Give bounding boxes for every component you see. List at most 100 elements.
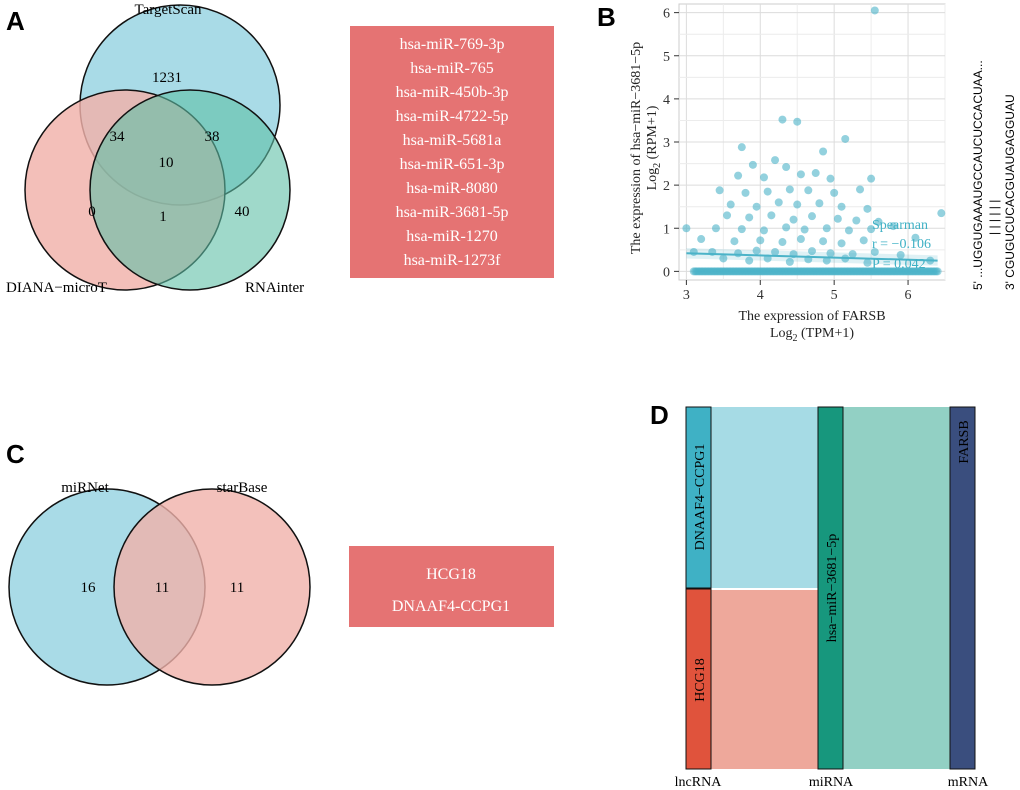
panel-a-letter: A: [6, 6, 25, 36]
scatter-point: [800, 225, 809, 234]
venn-c-count-both: 11: [155, 580, 169, 596]
venn-a-count-rnainter-only: 40: [235, 204, 250, 220]
scatter-point: [756, 236, 765, 245]
panel-d-letter: D: [650, 400, 669, 430]
scatter-point: [774, 198, 783, 207]
scatter-axes: 3 4 5 6 0 1 2 3 4 5 6: [663, 7, 912, 303]
scatter-trend: [686, 248, 938, 266]
scatter-point: [711, 224, 720, 233]
venn-c-circle-starbase: [113, 488, 311, 686]
scatter-y-tick-label: 5: [663, 50, 670, 65]
mirna-list-item: hsa-miR-1270: [406, 228, 498, 245]
scatter-point: [896, 250, 905, 259]
venn-a-circle-rnainter: [89, 89, 291, 291]
scatter-y-tick-label: 1: [663, 222, 670, 237]
scatter-point: [737, 143, 746, 152]
scatter-point: [789, 215, 798, 224]
scatter-point: [778, 238, 787, 247]
venn-c-label-mirnet: miRNet: [61, 480, 109, 496]
scatter-point: [822, 224, 831, 233]
sankey-label-mirna: hsa−miR−3681−5p: [825, 534, 840, 642]
venn-a-count-targetscan-rnainter: 38: [205, 129, 220, 145]
venn-c-count-starbase-only: 11: [230, 580, 244, 596]
scatter-stat-p: P = 0.042: [872, 257, 926, 272]
sankey-label-farsb: FARSB: [957, 420, 972, 463]
sankey-flow-hcg18-to-mirna: [711, 590, 818, 769]
venn-a-label-targetscan: TargetScan: [135, 2, 202, 18]
scatter-point: [863, 204, 872, 213]
scatter-y-tick-label: 0: [663, 265, 670, 280]
scatter-point: [793, 117, 802, 126]
venn-a-label-diana: DIANA−microT: [6, 280, 107, 296]
panel-b-letter: B: [597, 2, 616, 32]
scatter-x-tick-label: 4: [757, 288, 764, 303]
scatter-point: [937, 209, 946, 218]
panel-b: B 3 4 5 6 0 1 2 3 4 5 6 Spearman r = −0.106 P = 0.…: [597, 2, 946, 344]
scatter-y-tick-label: 2: [663, 179, 670, 194]
lncrna-list-box: HCG18 DNAAF4-CCPG1: [349, 546, 554, 627]
scatter-point: [844, 226, 853, 235]
scatter-point: [748, 160, 757, 169]
mirna-list-item: hsa-miR-5681a: [403, 132, 502, 149]
sequence-top-strand: 5' ...UGGUGAAAUGCCAUCUCCACUAA...: [971, 60, 985, 290]
scatter-ylabel-log: Log: [645, 168, 660, 191]
scatter-point: [867, 174, 876, 183]
scatter-ylabel-rest: (RPM+1): [645, 105, 660, 163]
scatter-point: [763, 187, 772, 196]
sankey-column-mrna: mRNA: [948, 775, 989, 790]
venn-a-count-all-three: 10: [159, 155, 174, 171]
scatter-point: [737, 225, 746, 234]
lncrna-list-background: [349, 546, 554, 627]
scatter-point: [730, 237, 739, 246]
lncrna-list-item: HCG18: [426, 566, 476, 583]
scatter-point: [752, 202, 761, 211]
scatter-ylabel-line2: Log2 (RPM+1): [645, 105, 663, 190]
scatter-point: [826, 174, 835, 183]
sankey-column-mirna: miRNA: [809, 775, 854, 790]
scatter-point: [819, 237, 828, 246]
scatter-point: [815, 199, 824, 208]
scatter-point: [759, 173, 768, 182]
scatter-point: [826, 249, 835, 258]
scatter-point: [874, 217, 883, 226]
scatter-point: [804, 186, 813, 195]
sequence-bottom-strand: 3' CGUGUCUCACGUAUGAGGUAU: [1003, 94, 1017, 290]
scatter-point: [723, 211, 732, 220]
scatter-x-tick-label: 5: [831, 288, 838, 303]
scatter-point: [771, 247, 780, 256]
scatter-point: [870, 6, 879, 15]
scatter-point: [734, 171, 743, 180]
scatter-point: [830, 188, 839, 197]
scatter-point: [719, 254, 728, 263]
binding-sequence: 5' ...UGGUGAAAUGCCAUCUCCACUAA... | | | |…: [971, 60, 1017, 290]
scatter-point: [785, 185, 794, 194]
scatter-point: [848, 250, 857, 259]
scatter-stat-method: Spearman: [872, 218, 928, 233]
scatter-point: [782, 163, 791, 172]
sankey-node-mirna: [817, 406, 844, 770]
scatter-point: [745, 213, 754, 222]
mirna-list-item: hsa-miR-769-3p: [400, 36, 505, 53]
scatter-ylabel-sub: 2: [652, 163, 663, 168]
scatter-point: [808, 212, 816, 221]
scatter-point: [822, 256, 831, 265]
panel-d: D DNAAF4−CCPG1 HCG18 hsa−miR−3681−5p FAR…: [650, 400, 989, 790]
scatter-point: [759, 226, 768, 235]
scatter-point: [715, 186, 724, 195]
scatter-point: [863, 258, 872, 267]
scatter-point: [859, 236, 868, 245]
mirna-list-item: hsa-miR-8080: [406, 180, 498, 197]
venn-a-label-rnainter: RNAinter: [245, 280, 304, 296]
scatter-xlabel-rest: (TPM+1): [798, 326, 855, 341]
scatter-point: [837, 202, 846, 211]
scatter-point: [841, 134, 850, 143]
mirna-list-item: hsa-miR-1273f: [404, 252, 502, 269]
venn-a-count-diana-only: 0: [88, 204, 96, 220]
scatter-xlabel-line2: Log2 (TPM+1): [770, 326, 854, 344]
scatter-point: [682, 224, 691, 233]
panel-c-letter: C: [6, 439, 25, 469]
scatter-y-tick-label: 3: [663, 136, 670, 151]
scatter-xlabel-sub: 2: [793, 333, 798, 344]
